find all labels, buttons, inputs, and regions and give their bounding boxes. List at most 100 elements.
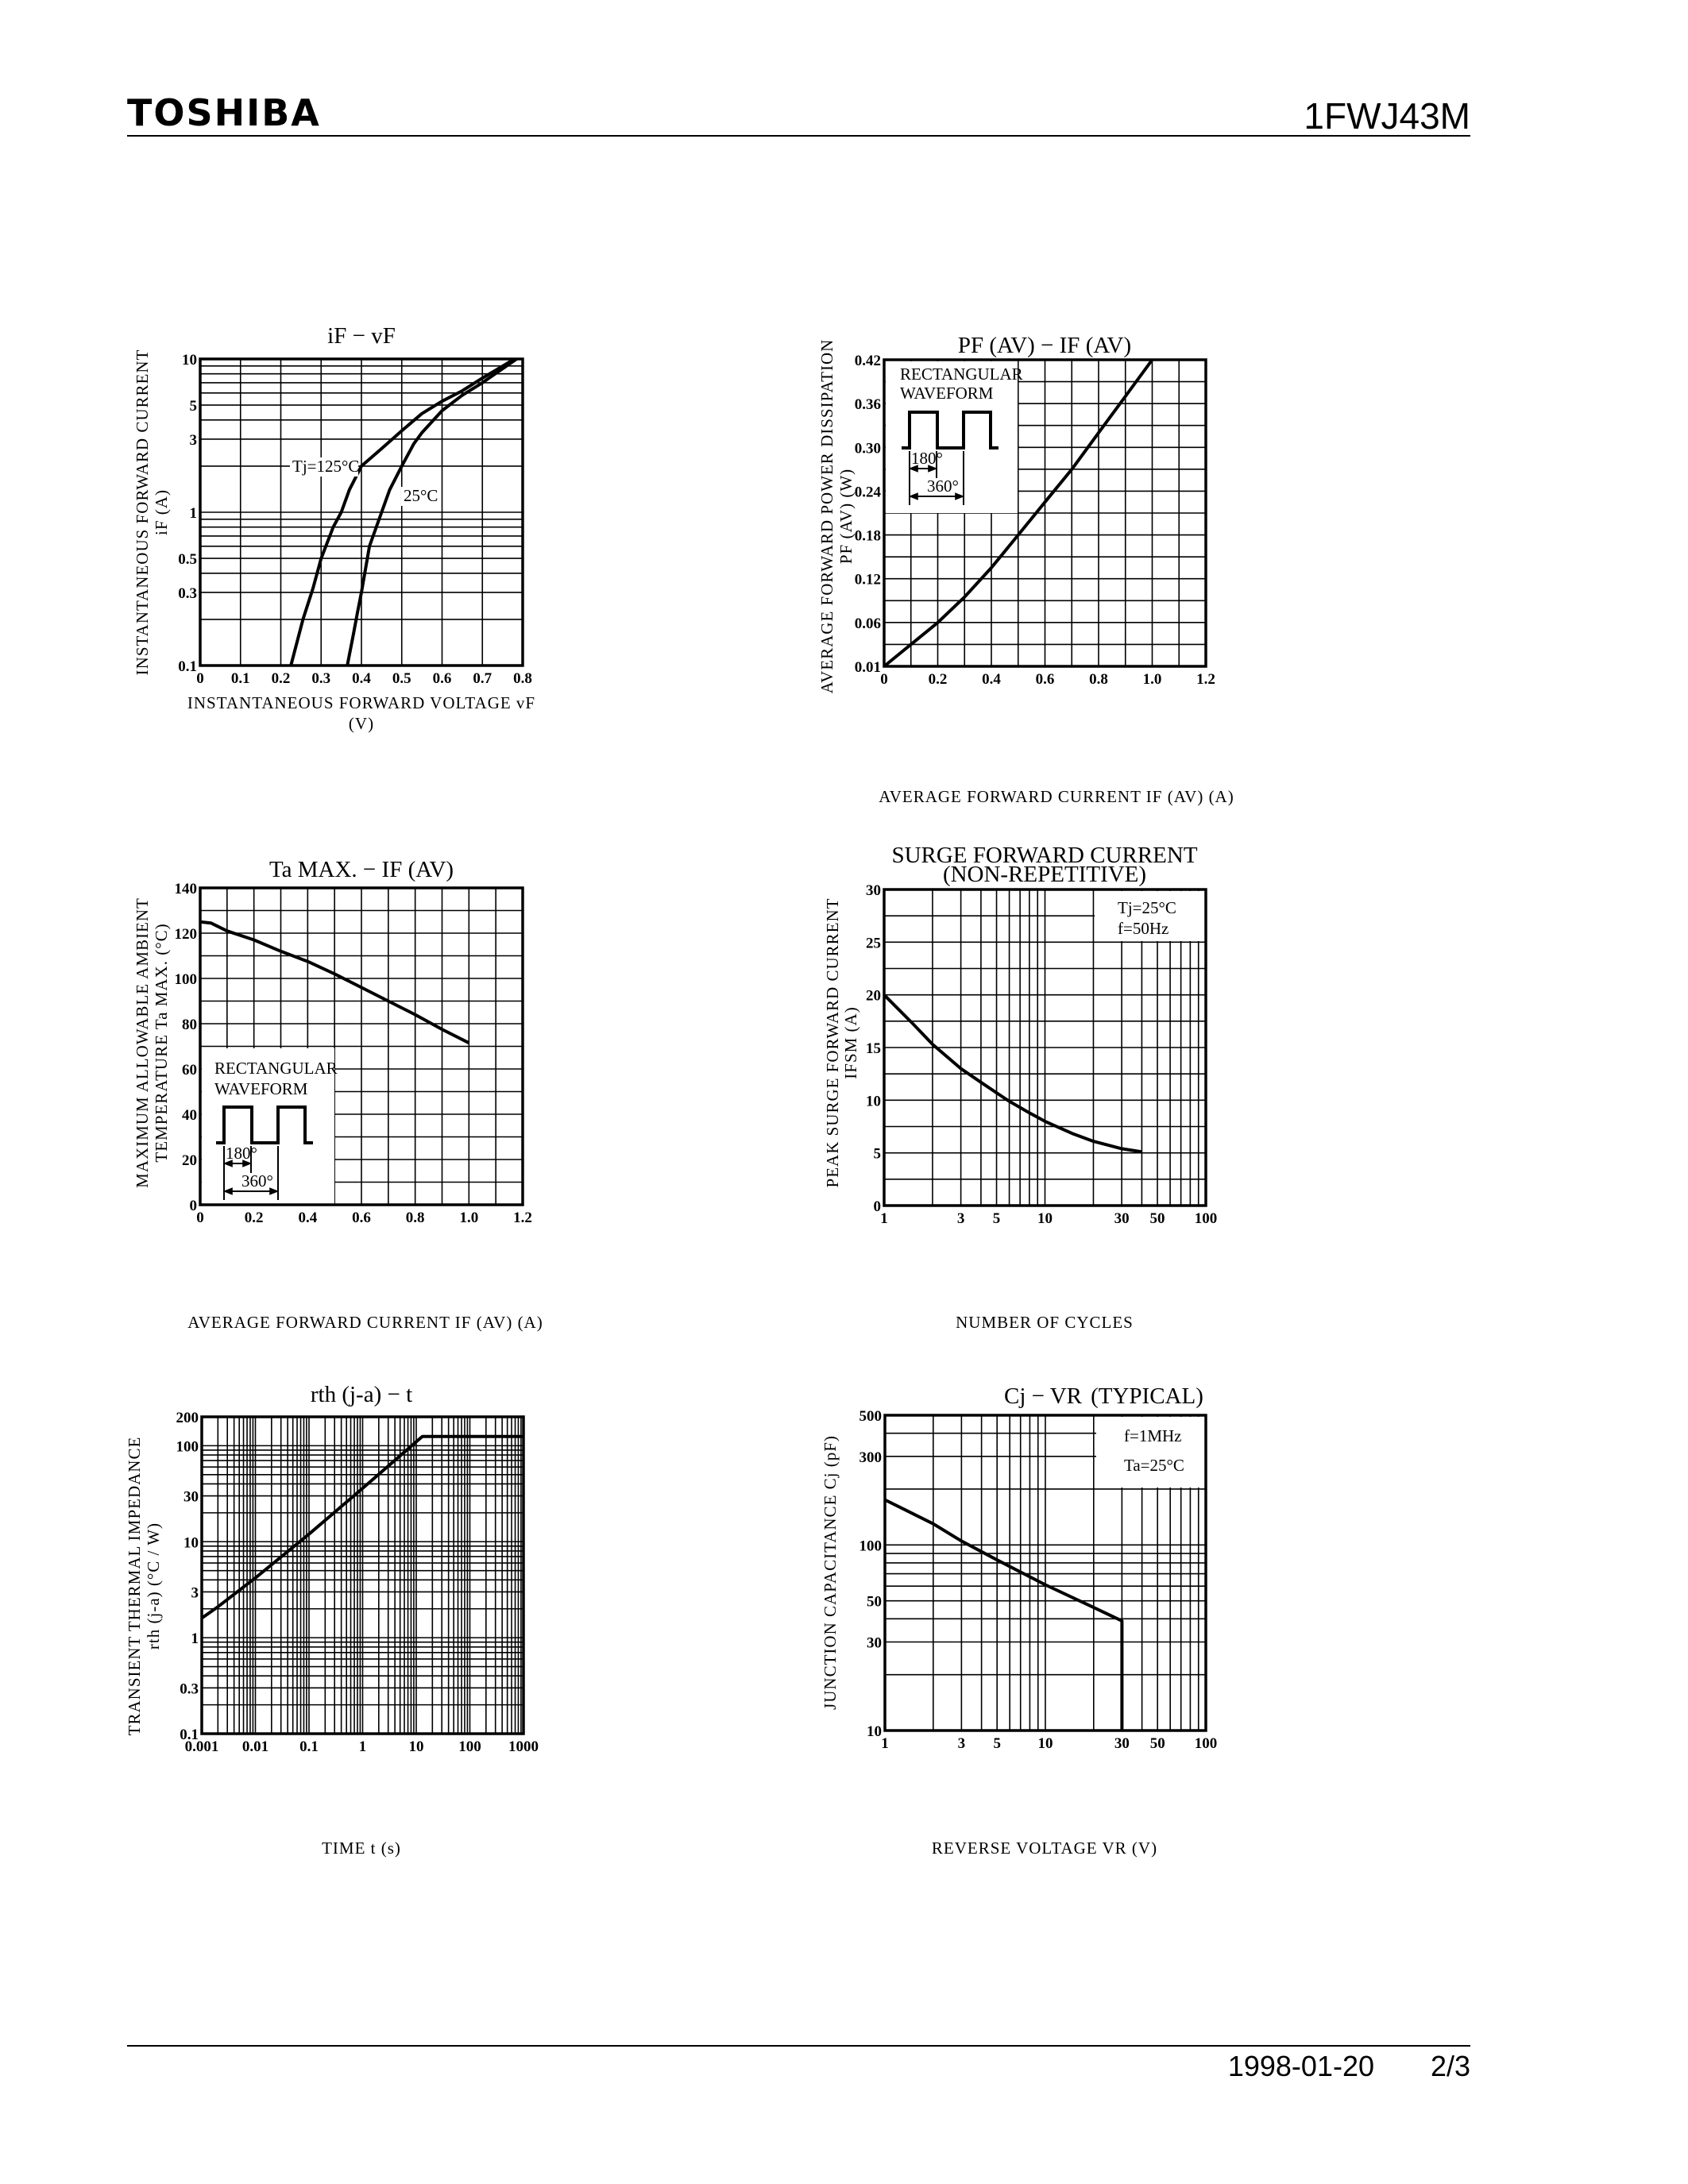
y-tick-label: 15 [866, 1040, 881, 1057]
x-tick-label: 0.5 [392, 670, 411, 687]
y-axis-label: MAXIMUM ALLOWABLE AMBIENT [133, 897, 152, 1188]
inset-box [886, 361, 1018, 513]
x-axis-label: TIME t (s) [322, 1839, 401, 1858]
series-line-1 [883, 994, 1142, 1154]
x-axis-label: NUMBER OF CYCLES [956, 1313, 1134, 1332]
x-tick-label: 1 [880, 1210, 888, 1227]
y-tick-label: 0.12 [855, 572, 881, 588]
y-tick-label: 10 [867, 1723, 882, 1740]
rectangular-waveform-icon [902, 411, 999, 450]
chart-title: (NON-REPETITIVE) [943, 862, 1146, 887]
chart-title: iF − vF [327, 323, 396, 349]
x-tick-label: 3 [958, 1735, 966, 1752]
y-tick-label: 0.36 [855, 396, 881, 413]
x-tick-label: 1 [359, 1738, 367, 1755]
y-tick-label: 0.5 [178, 551, 197, 568]
y-tick-label: 60 [182, 1062, 197, 1078]
inset-label: RECTANGULAR [214, 1059, 338, 1078]
plot-frame [199, 357, 524, 667]
y-axis-label: IFSM (A) [841, 1006, 860, 1078]
chart-5: 0.001 0.01 0.1 1 10 100 1000 0.1 0.3 1 3 10 30 100 200… [125, 1382, 539, 1858]
angle-360-label: 360° [927, 477, 959, 496]
x-tick-label: 10 [1037, 1210, 1053, 1227]
y-tick-label: 50 [867, 1594, 882, 1611]
series-label-bg [290, 457, 358, 477]
angle-180-label: 180° [226, 1144, 257, 1163]
y-axis-label: PF (AV) (W) [836, 469, 856, 564]
y-tick-label: 10 [183, 1534, 199, 1551]
x-tick-label: 0.1 [299, 1738, 319, 1755]
y-tick-label: 100 [176, 1438, 199, 1455]
y-axis-label: TRANSIENT THERMAL IMPEDANCE [125, 1437, 144, 1736]
condition-note: Tj=25°C [1118, 898, 1176, 917]
series-line-1 [883, 358, 1154, 668]
condition-note: f=1MHz [1124, 1426, 1182, 1445]
x-tick-label: 0 [880, 671, 888, 688]
y-tick-label: 0.24 [855, 484, 882, 500]
y-tick-label: 3 [190, 432, 198, 449]
x-axis-label: (V) [349, 714, 374, 733]
series-label: 25°C [404, 486, 438, 505]
y-tick-label: 100 [175, 971, 198, 988]
y-tick-label: 10 [866, 1093, 881, 1109]
x-tick-label: 30 [1114, 1735, 1130, 1752]
series-line-1 [200, 1434, 523, 1620]
y-axis-label: PEAK SURGE FORWARD CURRENT [823, 898, 842, 1188]
y-tick-label: 0.3 [180, 1680, 199, 1697]
chart-title: SURGE FORWARD CURRENT [891, 843, 1197, 868]
plot-frame [883, 888, 1207, 1207]
x-tick-label: 0.4 [298, 1210, 317, 1226]
plot-frame [883, 358, 1207, 668]
chart-title: rth (j-a) − t [311, 1382, 412, 1407]
chart-1: 0 0.1 0.2 0.3 0.4 0.5 0.6 0.7 0.80.10.30.513510T… [133, 323, 535, 733]
x-tick-label: 0.3 [311, 670, 330, 687]
y-tick-label: 0.1 [180, 1727, 199, 1743]
x-tick-label: 50 [1150, 1210, 1165, 1227]
condition-note: Ta=25°C [1124, 1456, 1184, 1475]
x-tick-label: 0.7 [473, 670, 492, 687]
x-tick-label: 0.8 [513, 670, 532, 687]
x-tick-label: 3 [957, 1210, 965, 1227]
toshiba-logo: TOSHIBA [127, 91, 321, 134]
y-tick-label: 300 [859, 1449, 883, 1466]
x-tick-label: 0.2 [272, 670, 291, 687]
plot-frame [883, 1414, 1207, 1732]
y-tick-label: 40 [182, 1107, 197, 1124]
x-tick-label: 1.2 [1196, 671, 1215, 688]
plot-frame [199, 886, 524, 1206]
y-tick-label: 1 [191, 1630, 199, 1647]
y-tick-label: 80 [182, 1017, 197, 1033]
y-tick-label: 140 [175, 881, 198, 897]
x-tick-label: 0.2 [245, 1210, 264, 1226]
footer-page-number: 2/3 [1431, 2050, 1470, 2082]
x-tick-label: 1 [881, 1735, 889, 1752]
y-tick-label: 0.30 [855, 440, 881, 457]
chart-subtitle: (TYPICAL) [1091, 1383, 1203, 1409]
x-tick-label: 0.1 [231, 670, 250, 687]
inset-label: WAVEFORM [214, 1079, 308, 1098]
chart-title: Cj − VR [1004, 1383, 1083, 1409]
x-axis-label: REVERSE VOLTAGE VR (V) [932, 1839, 1157, 1858]
x-tick-label: 0.2 [929, 671, 948, 688]
y-tick-label: 100 [859, 1538, 883, 1554]
y-tick-label: 10 [182, 352, 197, 369]
x-tick-label: 0.001 [185, 1738, 219, 1755]
plot-frame [200, 1415, 525, 1735]
series-label: Tj=125°C [292, 457, 359, 476]
x-tick-label: 0.8 [406, 1210, 425, 1226]
y-tick-label: 0.42 [855, 353, 881, 369]
x-tick-label: 0 [196, 1210, 204, 1226]
x-tick-label: 100 [458, 1738, 481, 1755]
x-axis-label: AVERAGE FORWARD CURRENT IF (AV) (A) [187, 1313, 543, 1332]
x-tick-label: 50 [1150, 1735, 1165, 1752]
y-tick-label: 0.1 [178, 658, 197, 675]
x-tick-label: 100 [1195, 1210, 1218, 1227]
chart-4: Tj=25°C f=50Hz 1 3 5 10 30 50 100 0 5 10 15 20 25 30 SUR… [823, 843, 1217, 1332]
x-tick-label: 1.0 [1143, 671, 1162, 688]
y-tick-label: 0.18 [855, 528, 881, 545]
y-tick-label: 200 [176, 1410, 199, 1426]
y-tick-label: 500 [859, 1408, 883, 1425]
angle-180-label: 180° [911, 449, 943, 468]
